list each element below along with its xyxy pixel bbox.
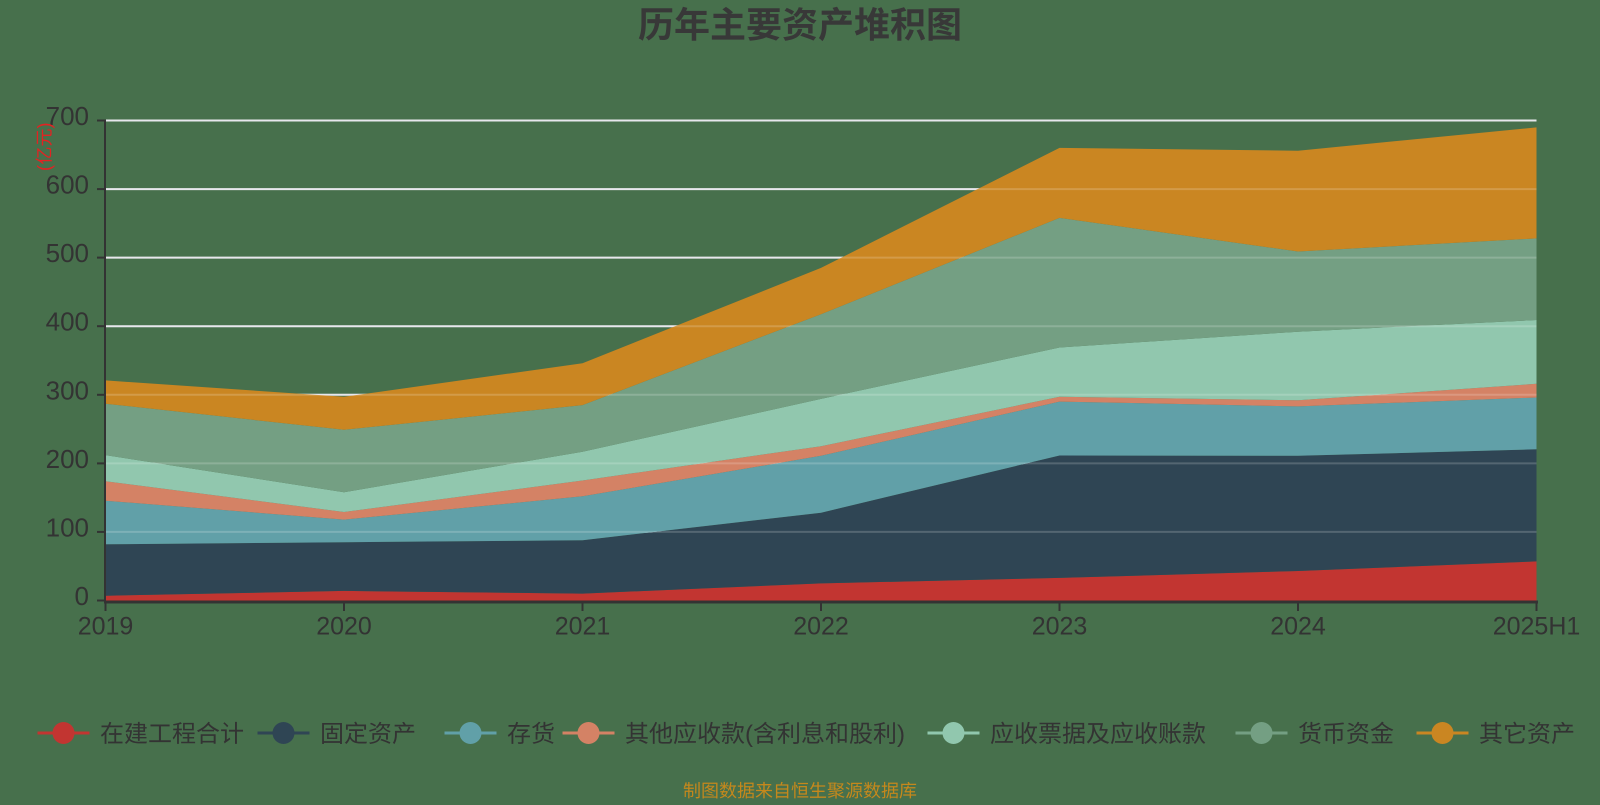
svg-text:0: 0 [75,581,89,611]
svg-text:2025H1: 2025H1 [1493,613,1581,641]
svg-text:(: ( [745,721,753,748]
svg-text:(: ( [35,165,55,171]
svg-text:400: 400 [46,307,89,337]
svg-text:): ) [35,123,55,129]
svg-text:2023: 2023 [1032,613,1088,641]
svg-text:2020: 2020 [316,613,372,641]
svg-text:2019: 2019 [78,613,134,641]
svg-text:300: 300 [46,375,89,405]
svg-text:2022: 2022 [793,613,849,641]
svg-text:500: 500 [46,238,89,268]
svg-text:2021: 2021 [555,613,611,641]
svg-text:): ) [897,721,905,748]
svg-text:700: 700 [46,101,89,131]
svg-text:2024: 2024 [1270,613,1326,641]
svg-text:600: 600 [46,170,89,200]
svg-text:100: 100 [46,512,89,542]
svg-text:200: 200 [46,444,89,474]
